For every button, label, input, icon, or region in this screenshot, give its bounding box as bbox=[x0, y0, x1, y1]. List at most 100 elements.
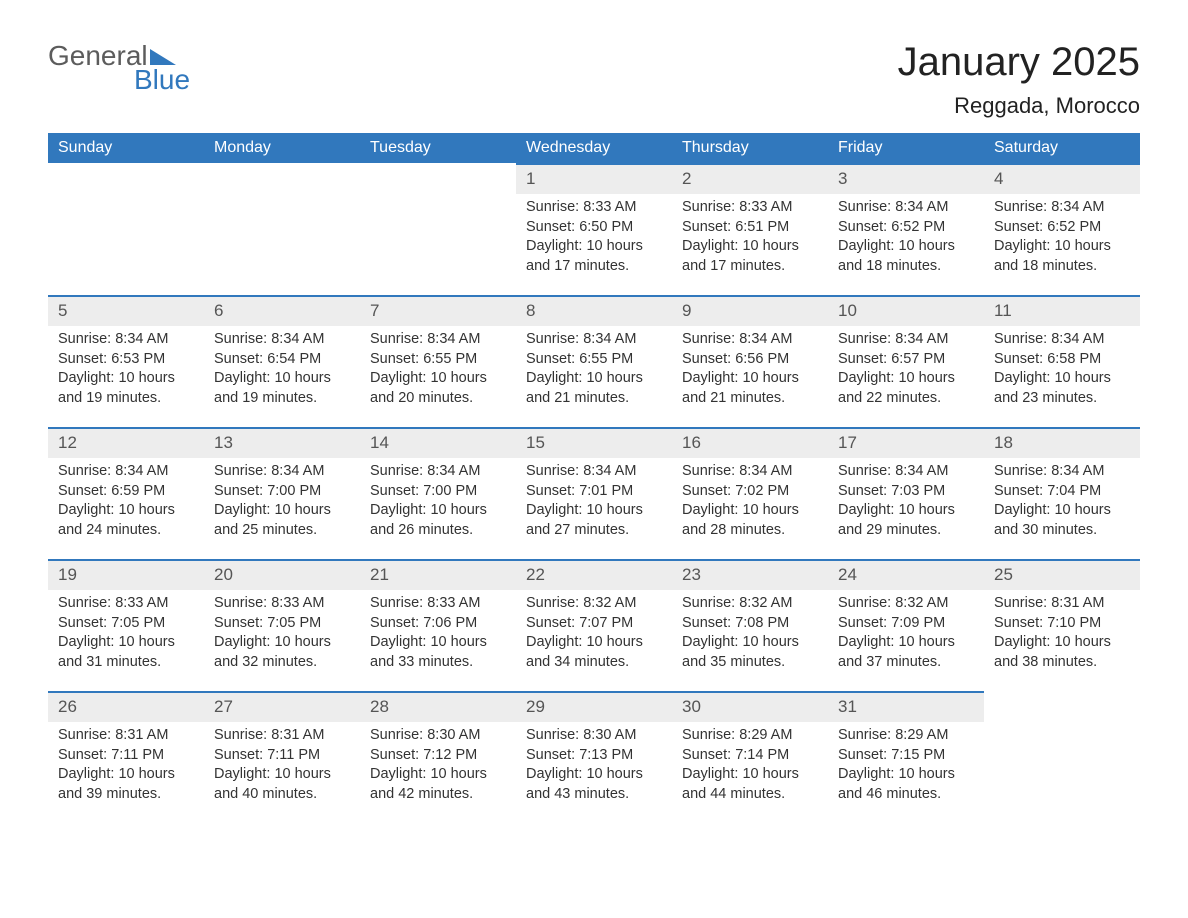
calendar-day-cell: 13Sunrise: 8:34 AMSunset: 7:00 PMDayligh… bbox=[204, 427, 360, 559]
weekday-header: Tuesday bbox=[360, 133, 516, 163]
daylight-line: Daylight: 10 hours and 30 minutes. bbox=[994, 501, 1130, 540]
daylight-line: Daylight: 10 hours and 29 minutes. bbox=[838, 501, 974, 540]
day-body: Sunrise: 8:34 AMSunset: 7:02 PMDaylight:… bbox=[672, 458, 828, 550]
calendar-day-cell: 17Sunrise: 8:34 AMSunset: 7:03 PMDayligh… bbox=[828, 427, 984, 559]
calendar-day-cell bbox=[360, 163, 516, 295]
day-body: Sunrise: 8:32 AMSunset: 7:08 PMDaylight:… bbox=[672, 590, 828, 682]
sunset-line: Sunset: 7:03 PM bbox=[838, 482, 974, 502]
day-body: Sunrise: 8:34 AMSunset: 6:55 PMDaylight:… bbox=[516, 326, 672, 418]
calendar-day-cell: 11Sunrise: 8:34 AMSunset: 6:58 PMDayligh… bbox=[984, 295, 1140, 427]
sunrise-line: Sunrise: 8:34 AM bbox=[838, 462, 974, 482]
day-body: Sunrise: 8:34 AMSunset: 6:53 PMDaylight:… bbox=[48, 326, 204, 418]
calendar-day-cell: 8Sunrise: 8:34 AMSunset: 6:55 PMDaylight… bbox=[516, 295, 672, 427]
daylight-line: Daylight: 10 hours and 21 minutes. bbox=[682, 369, 818, 408]
day-body: Sunrise: 8:34 AMSunset: 7:00 PMDaylight:… bbox=[360, 458, 516, 550]
daylight-line: Daylight: 10 hours and 33 minutes. bbox=[370, 633, 506, 672]
calendar-day-cell: 26Sunrise: 8:31 AMSunset: 7:11 PMDayligh… bbox=[48, 691, 204, 823]
sunset-line: Sunset: 6:57 PM bbox=[838, 350, 974, 370]
day-number: 4 bbox=[984, 165, 1140, 194]
daylight-line: Daylight: 10 hours and 23 minutes. bbox=[994, 369, 1130, 408]
logo-text-general: General bbox=[48, 40, 148, 72]
sunset-line: Sunset: 7:05 PM bbox=[58, 614, 194, 634]
day-body: Sunrise: 8:30 AMSunset: 7:12 PMDaylight:… bbox=[360, 722, 516, 814]
day-body: Sunrise: 8:34 AMSunset: 7:03 PMDaylight:… bbox=[828, 458, 984, 550]
day-number: 29 bbox=[516, 693, 672, 722]
calendar-day-cell: 23Sunrise: 8:32 AMSunset: 7:08 PMDayligh… bbox=[672, 559, 828, 691]
day-number: 3 bbox=[828, 165, 984, 194]
logo-triangle-icon bbox=[150, 49, 176, 65]
day-number: 19 bbox=[48, 561, 204, 590]
calendar-week-row: 1Sunrise: 8:33 AMSunset: 6:50 PMDaylight… bbox=[48, 163, 1140, 295]
daylight-line: Daylight: 10 hours and 46 minutes. bbox=[838, 765, 974, 804]
calendar-day-cell: 30Sunrise: 8:29 AMSunset: 7:14 PMDayligh… bbox=[672, 691, 828, 823]
sunset-line: Sunset: 6:52 PM bbox=[838, 218, 974, 238]
day-number: 20 bbox=[204, 561, 360, 590]
calendar-day-cell: 25Sunrise: 8:31 AMSunset: 7:10 PMDayligh… bbox=[984, 559, 1140, 691]
sunrise-line: Sunrise: 8:31 AM bbox=[58, 726, 194, 746]
calendar-day-cell: 19Sunrise: 8:33 AMSunset: 7:05 PMDayligh… bbox=[48, 559, 204, 691]
day-number: 17 bbox=[828, 429, 984, 458]
daylight-line: Daylight: 10 hours and 43 minutes. bbox=[526, 765, 662, 804]
sunrise-line: Sunrise: 8:30 AM bbox=[370, 726, 506, 746]
day-body: Sunrise: 8:31 AMSunset: 7:11 PMDaylight:… bbox=[204, 722, 360, 814]
calendar-day-cell: 16Sunrise: 8:34 AMSunset: 7:02 PMDayligh… bbox=[672, 427, 828, 559]
sunrise-line: Sunrise: 8:34 AM bbox=[526, 330, 662, 350]
daylight-line: Daylight: 10 hours and 22 minutes. bbox=[838, 369, 974, 408]
calendar-day-cell bbox=[984, 691, 1140, 823]
sunset-line: Sunset: 6:59 PM bbox=[58, 482, 194, 502]
sunrise-line: Sunrise: 8:34 AM bbox=[994, 462, 1130, 482]
day-body: Sunrise: 8:34 AMSunset: 6:57 PMDaylight:… bbox=[828, 326, 984, 418]
sunrise-line: Sunrise: 8:34 AM bbox=[526, 462, 662, 482]
day-number: 7 bbox=[360, 297, 516, 326]
sunrise-line: Sunrise: 8:34 AM bbox=[370, 462, 506, 482]
day-body: Sunrise: 8:34 AMSunset: 6:52 PMDaylight:… bbox=[828, 194, 984, 286]
sunrise-line: Sunrise: 8:34 AM bbox=[682, 462, 818, 482]
day-number: 2 bbox=[672, 165, 828, 194]
sunset-line: Sunset: 7:07 PM bbox=[526, 614, 662, 634]
weekday-header-row: SundayMondayTuesdayWednesdayThursdayFrid… bbox=[48, 133, 1140, 163]
day-number: 21 bbox=[360, 561, 516, 590]
day-number: 1 bbox=[516, 165, 672, 194]
sunset-line: Sunset: 7:00 PM bbox=[370, 482, 506, 502]
sunrise-line: Sunrise: 8:34 AM bbox=[58, 462, 194, 482]
calendar-day-cell bbox=[48, 163, 204, 295]
sunrise-line: Sunrise: 8:34 AM bbox=[370, 330, 506, 350]
calendar-day-cell: 21Sunrise: 8:33 AMSunset: 7:06 PMDayligh… bbox=[360, 559, 516, 691]
daylight-line: Daylight: 10 hours and 44 minutes. bbox=[682, 765, 818, 804]
daylight-line: Daylight: 10 hours and 32 minutes. bbox=[214, 633, 350, 672]
day-number: 18 bbox=[984, 429, 1140, 458]
daylight-line: Daylight: 10 hours and 31 minutes. bbox=[58, 633, 194, 672]
daylight-line: Daylight: 10 hours and 26 minutes. bbox=[370, 501, 506, 540]
day-number: 16 bbox=[672, 429, 828, 458]
day-body: Sunrise: 8:34 AMSunset: 6:56 PMDaylight:… bbox=[672, 326, 828, 418]
day-body: Sunrise: 8:31 AMSunset: 7:10 PMDaylight:… bbox=[984, 590, 1140, 682]
day-body: Sunrise: 8:34 AMSunset: 6:55 PMDaylight:… bbox=[360, 326, 516, 418]
calendar-week-row: 5Sunrise: 8:34 AMSunset: 6:53 PMDaylight… bbox=[48, 295, 1140, 427]
day-body: Sunrise: 8:29 AMSunset: 7:15 PMDaylight:… bbox=[828, 722, 984, 814]
sunrise-line: Sunrise: 8:34 AM bbox=[838, 330, 974, 350]
daylight-line: Daylight: 10 hours and 42 minutes. bbox=[370, 765, 506, 804]
sunrise-line: Sunrise: 8:31 AM bbox=[994, 594, 1130, 614]
sunset-line: Sunset: 7:09 PM bbox=[838, 614, 974, 634]
sunset-line: Sunset: 7:11 PM bbox=[214, 746, 350, 766]
calendar-day-cell: 6Sunrise: 8:34 AMSunset: 6:54 PMDaylight… bbox=[204, 295, 360, 427]
day-number: 30 bbox=[672, 693, 828, 722]
calendar-week-row: 26Sunrise: 8:31 AMSunset: 7:11 PMDayligh… bbox=[48, 691, 1140, 823]
day-number: 25 bbox=[984, 561, 1140, 590]
day-number: 31 bbox=[828, 693, 984, 722]
sunrise-line: Sunrise: 8:34 AM bbox=[214, 330, 350, 350]
sunrise-line: Sunrise: 8:34 AM bbox=[58, 330, 194, 350]
day-body: Sunrise: 8:34 AMSunset: 6:59 PMDaylight:… bbox=[48, 458, 204, 550]
daylight-line: Daylight: 10 hours and 24 minutes. bbox=[58, 501, 194, 540]
day-body: Sunrise: 8:33 AMSunset: 7:05 PMDaylight:… bbox=[204, 590, 360, 682]
calendar-day-cell: 10Sunrise: 8:34 AMSunset: 6:57 PMDayligh… bbox=[828, 295, 984, 427]
sunset-line: Sunset: 7:13 PM bbox=[526, 746, 662, 766]
calendar-head: SundayMondayTuesdayWednesdayThursdayFrid… bbox=[48, 133, 1140, 163]
day-number: 14 bbox=[360, 429, 516, 458]
day-body: Sunrise: 8:32 AMSunset: 7:07 PMDaylight:… bbox=[516, 590, 672, 682]
sunset-line: Sunset: 7:08 PM bbox=[682, 614, 818, 634]
day-number: 5 bbox=[48, 297, 204, 326]
sunset-line: Sunset: 6:53 PM bbox=[58, 350, 194, 370]
daylight-line: Daylight: 10 hours and 19 minutes. bbox=[58, 369, 194, 408]
sunset-line: Sunset: 6:50 PM bbox=[526, 218, 662, 238]
